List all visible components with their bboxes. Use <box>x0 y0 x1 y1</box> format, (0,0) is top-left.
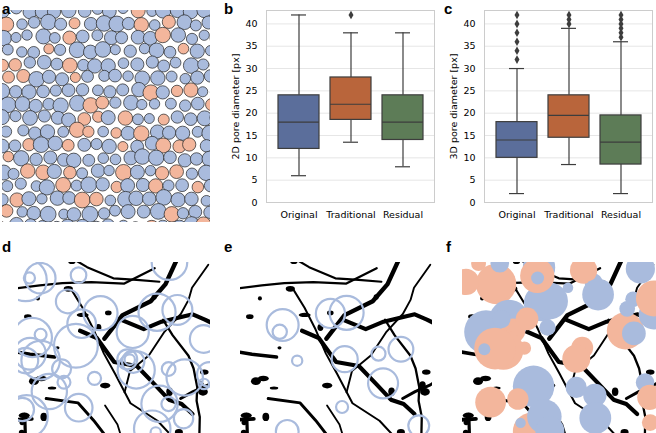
svg-text:Residual: Residual <box>601 209 641 220</box>
svg-text:40: 40 <box>463 18 475 29</box>
svg-text:Residual: Residual <box>383 209 423 220</box>
svg-text:20: 20 <box>245 107 257 118</box>
html-text:f: f <box>446 238 451 255</box>
html-text:e: e <box>224 238 233 255</box>
svg-text:30: 30 <box>245 63 257 74</box>
html-text:b: b <box>224 0 234 17</box>
svg-text:5: 5 <box>469 174 475 185</box>
svg-text:20: 20 <box>463 107 475 118</box>
html-text:c: c <box>444 0 453 17</box>
html-text:d: d <box>2 238 12 255</box>
svg-text:Original: Original <box>498 209 535 220</box>
svg-text:30: 30 <box>463 63 475 74</box>
svg-text:15: 15 <box>463 130 475 141</box>
svg-text:2D pore diameter [px]: 2D pore diameter [px] <box>230 54 241 160</box>
svg-text:15: 15 <box>245 130 257 141</box>
svg-text:5: 5 <box>251 174 257 185</box>
svg-text:Original: Original <box>280 209 317 220</box>
svg-text:25: 25 <box>245 85 257 96</box>
svg-text:25: 25 <box>463 85 475 96</box>
svg-text:0: 0 <box>469 197 475 208</box>
svg-text:3D pore diameter [px]: 3D pore diameter [px] <box>448 54 459 160</box>
html-text:a: a <box>2 0 11 17</box>
svg-text:0: 0 <box>251 197 257 208</box>
svg-text:10: 10 <box>463 152 475 163</box>
svg-text:40: 40 <box>245 18 257 29</box>
svg-text:10: 10 <box>245 152 257 163</box>
svg-text:Traditional: Traditional <box>543 209 593 220</box>
svg-text:Traditional: Traditional <box>325 209 375 220</box>
svg-text:35: 35 <box>463 40 475 51</box>
svg-text:35: 35 <box>245 40 257 51</box>
